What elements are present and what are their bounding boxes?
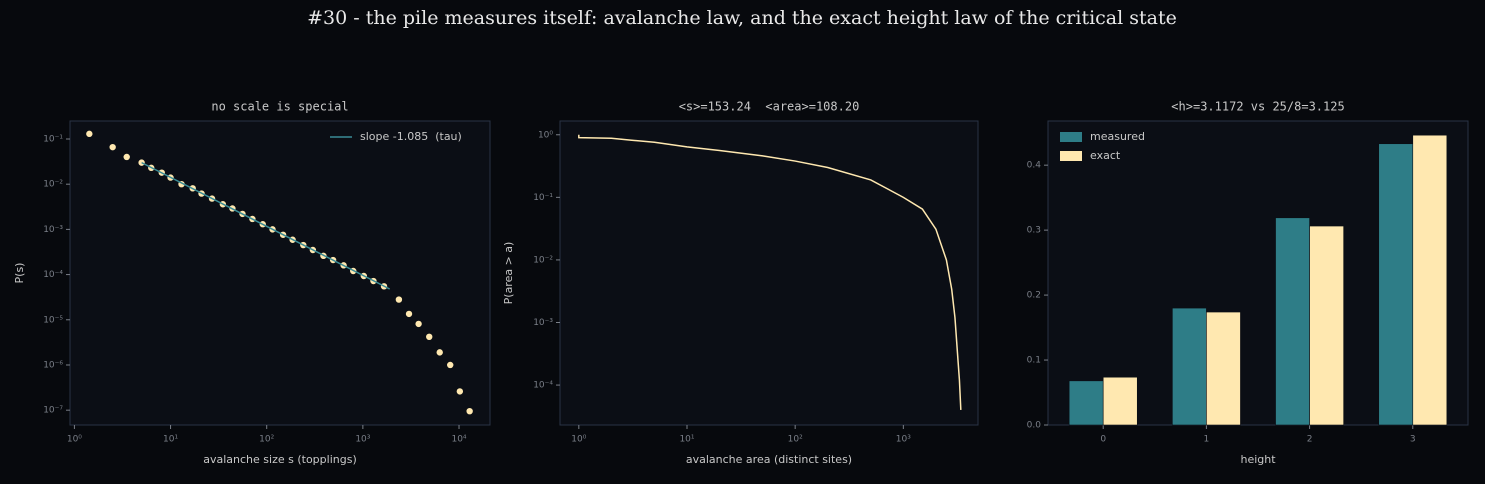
bar <box>1206 311 1241 426</box>
y-tick-label: 10⁻⁴ <box>533 381 553 391</box>
x-tick-label: 3 <box>1410 435 1416 445</box>
point <box>435 348 444 357</box>
y-tick-label: 10⁻³ <box>43 225 63 235</box>
y-tick-label: 10⁻² <box>533 255 553 265</box>
axes <box>69 120 491 426</box>
bar <box>1172 307 1207 426</box>
y-tick-label: 10⁻¹ <box>533 193 553 203</box>
y-tick-label: 0.3 <box>1027 226 1041 236</box>
y-tick-label: 10⁻⁶ <box>43 360 63 370</box>
x-tick-label: 0 <box>1100 435 1106 445</box>
axes-title: <h>=3.1172 vs 25/8=3.125 <box>1171 100 1344 114</box>
y-tick-label: 0.4 <box>1027 161 1042 171</box>
y-tick-label: 10⁻⁵ <box>43 315 63 325</box>
x-tick-label: 10¹ <box>679 435 694 445</box>
point <box>122 152 131 161</box>
series-line <box>578 134 962 410</box>
legend-label: exact <box>1090 149 1121 162</box>
x-tick-label: 10² <box>788 435 803 445</box>
bar <box>1102 376 1138 426</box>
y-tick-label: 10⁻² <box>43 180 63 190</box>
axes-title: no scale is special <box>211 100 348 114</box>
legend-swatch <box>1060 151 1082 161</box>
y-tick-label: 10⁰ <box>538 130 553 140</box>
bar <box>1378 143 1414 426</box>
x-tick-label: 10¹ <box>163 435 178 445</box>
legend-label: slope -1.085 (tau) <box>360 130 462 143</box>
point <box>405 309 414 318</box>
axes <box>559 120 979 426</box>
x-tick-label: 10⁴ <box>451 435 466 445</box>
point <box>85 129 94 138</box>
x-tick-label: 10³ <box>896 435 911 445</box>
y-axis-label: P(s) <box>13 263 26 284</box>
figure-title: #30 - the pile measures itself: avalanch… <box>307 7 1177 29</box>
x-axis-label: avalanche area (distinct sites) <box>686 453 852 466</box>
y-tick-label: 0.2 <box>1027 291 1041 301</box>
x-tick-label: 10⁰ <box>571 435 586 445</box>
legend-swatch <box>1060 132 1082 142</box>
y-tick-label: 10⁻⁴ <box>43 270 63 280</box>
y-tick-label: 0.0 <box>1027 421 1042 431</box>
point <box>414 319 423 328</box>
legend-label: measured <box>1090 130 1145 143</box>
x-tick-label: 10² <box>259 435 274 445</box>
x-tick-label: 2 <box>1307 435 1313 445</box>
point <box>465 407 474 416</box>
point <box>425 332 434 341</box>
x-axis-label: avalanche size s (topplings) <box>203 453 356 466</box>
x-tick-label: 10⁰ <box>67 435 82 445</box>
point <box>446 360 455 369</box>
bar <box>1309 225 1344 426</box>
x-tick-label: 1 <box>1204 435 1210 445</box>
y-axis-label: P(area > a) <box>502 242 515 305</box>
y-tick-label: 10⁻³ <box>533 318 553 328</box>
y-tick-label: 10⁻⁷ <box>43 406 63 416</box>
y-tick-label: 10⁻¹ <box>43 134 63 144</box>
bar <box>1068 380 1104 426</box>
axes-title: <s>=153.24 <area>=108.20 <box>679 100 860 114</box>
bar <box>1412 134 1448 426</box>
series-line <box>141 161 391 290</box>
point <box>455 387 464 396</box>
y-tick-label: 0.1 <box>1027 356 1041 366</box>
bar <box>1275 217 1310 426</box>
point <box>394 295 403 304</box>
x-tick-label: 10³ <box>355 435 370 445</box>
point <box>108 143 117 152</box>
x-axis-label: height <box>1240 453 1276 466</box>
